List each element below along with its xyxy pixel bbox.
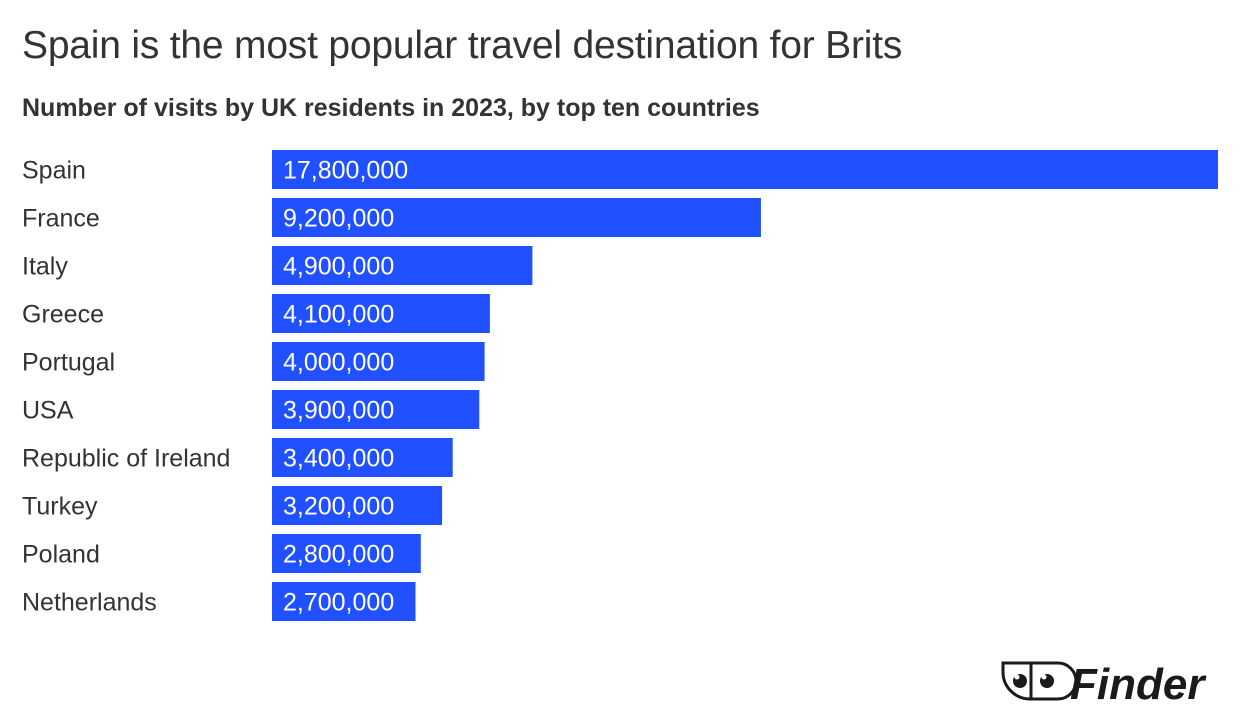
bar-republic-of-ireland: [272, 438, 453, 477]
bar-portugal: [272, 342, 485, 381]
bar-usa: [272, 390, 480, 429]
bar-poland: [272, 534, 421, 573]
category-label: Poland: [22, 541, 100, 569]
bar-italy: [272, 246, 533, 285]
chart-title: Spain is the most popular travel destina…: [22, 24, 903, 67]
bar-greece: [272, 294, 490, 333]
category-label: Greece: [22, 301, 104, 329]
value-label: 4,100,000: [283, 301, 394, 329]
chart-subtitle: Number of visits by UK residents in 2023…: [22, 94, 760, 122]
value-label: 2,700,000: [283, 589, 394, 617]
value-label: 4,900,000: [283, 253, 394, 281]
category-label: USA: [22, 397, 74, 425]
bar-netherlands: [272, 582, 416, 621]
value-label: 9,200,000: [283, 205, 394, 233]
value-label: 17,800,000: [283, 157, 408, 185]
value-label: 4,000,000: [283, 349, 394, 377]
category-label: Republic of Ireland: [22, 445, 230, 473]
category-label: Spain: [22, 157, 86, 185]
bar-france: [272, 198, 761, 237]
bar-turkey: [272, 486, 443, 525]
value-label: 3,900,000: [283, 397, 394, 425]
category-label: Italy: [22, 253, 68, 281]
finder-eyes-logo-icon: Finder: [1001, 660, 1207, 709]
value-label: 3,200,000: [283, 493, 394, 521]
bar-chart: Spain 17,800,000 France 9,200,000 Italy 4,900…: [22, 150, 1218, 621]
value-label: 3,400,000: [283, 445, 394, 473]
category-label: Turkey: [22, 493, 98, 521]
category-label: Portugal: [22, 349, 115, 377]
logo-text: Finder: [1070, 660, 1207, 704]
category-label: Netherlands: [22, 589, 157, 617]
value-label: 2,800,000: [283, 541, 394, 569]
bar-spain: [272, 150, 1218, 189]
finder-logo: Finder: [1000, 658, 1220, 709]
category-label: France: [22, 205, 100, 233]
